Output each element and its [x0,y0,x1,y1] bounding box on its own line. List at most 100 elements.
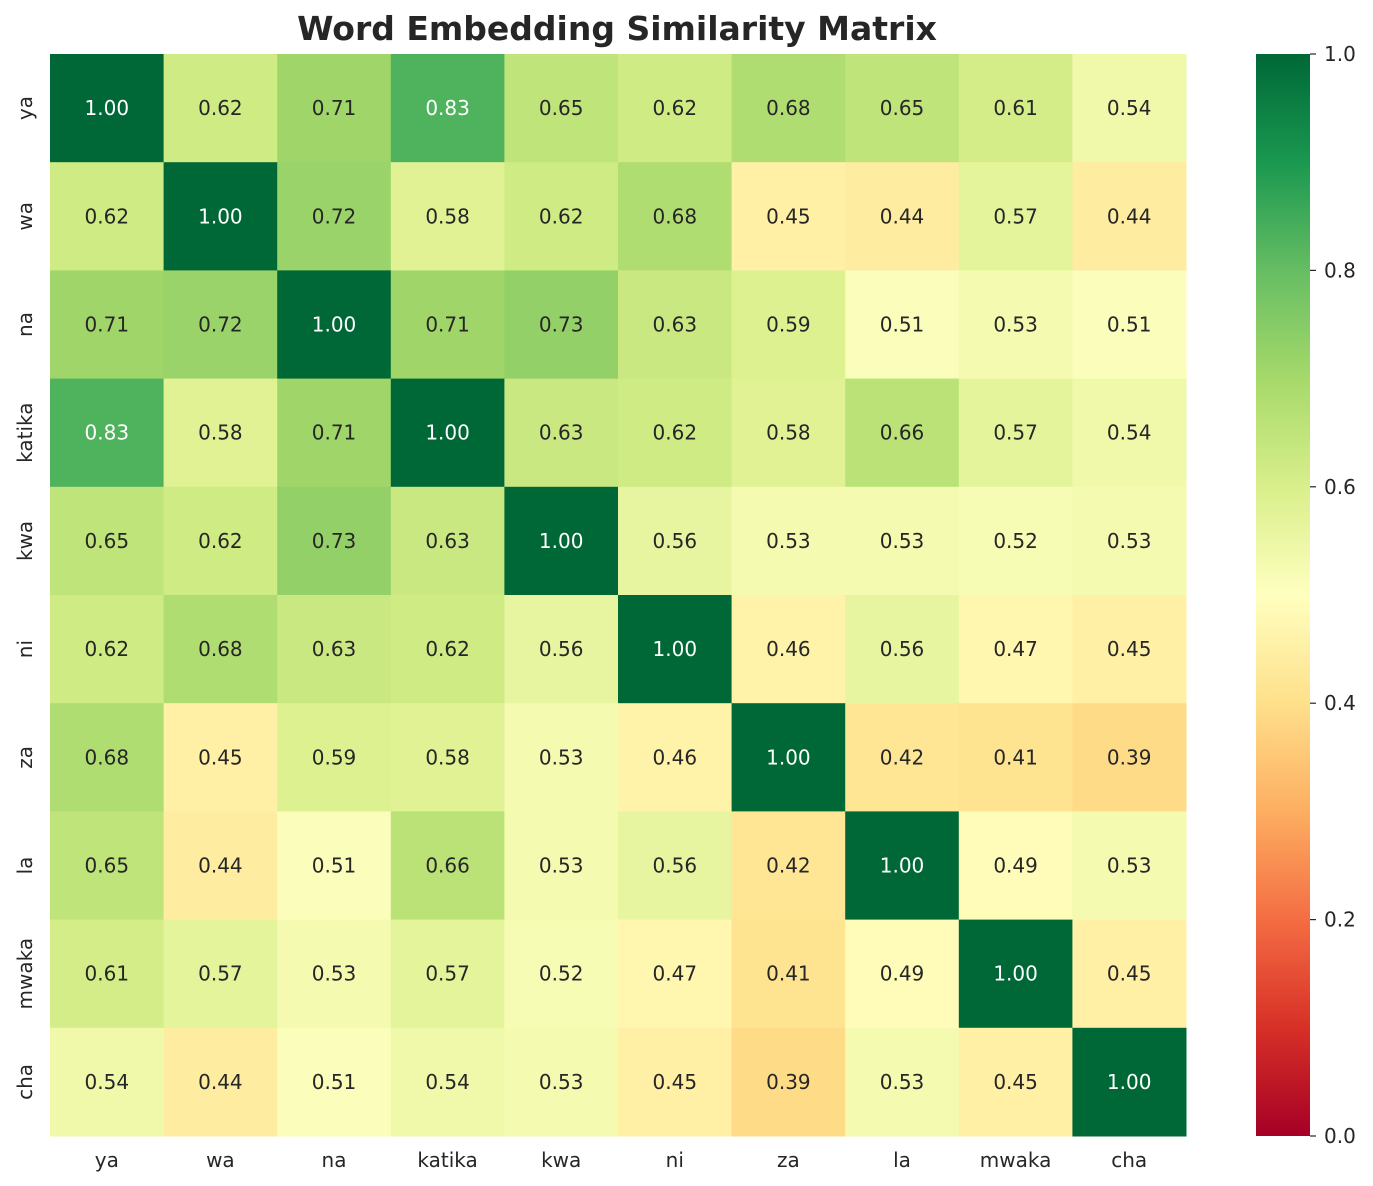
cell-value-label: 0.62 [198,96,243,120]
cell-value-label: 0.66 [880,421,925,445]
cell-value-label: 0.53 [539,854,584,878]
cell-value-label: 0.44 [198,854,243,878]
heatmap-cell-na-kwa [504,270,619,380]
x-tick-label: cha [1111,1148,1147,1172]
heatmap-cell-katika-na [277,378,392,488]
cell-value-label: 0.44 [1107,204,1152,228]
heatmap-cell-kwa-wa [163,486,278,596]
heatmap-cell-la-mwaka [958,811,1073,921]
cell-value-label: 0.42 [880,745,925,769]
heatmap-cell-katika-katika [390,378,505,488]
heatmap-cell-wa-kwa [504,162,619,271]
cell-value-label: 0.62 [425,637,470,661]
heatmap-cell-wa-cha [1072,162,1187,271]
colorbar-tick-label: 1.0 [1324,42,1356,66]
heatmap-cell-katika-ya [50,378,165,488]
y-tick-label: mwaka [13,938,37,1010]
heatmap-cell-mwaka-la [845,919,960,1029]
heatmap-cell-mwaka-cha [1072,919,1187,1029]
cell-value-label: 0.56 [539,637,584,661]
heatmap-cell-na-katika [390,270,505,380]
cell-value-label: 0.41 [766,962,811,986]
cell-value-label: 0.62 [653,421,698,445]
heatmap-cell-la-za [731,811,846,921]
cell-value-label: 0.53 [1107,529,1152,553]
heatmap-cell-na-wa [163,270,278,380]
heatmap-cell-wa-ya [50,162,165,271]
colorbar-tick-label: 0.4 [1324,691,1356,715]
cell-value-label: 0.63 [653,313,698,337]
cell-value-label: 0.61 [993,96,1038,120]
cell-value-label: 0.52 [993,529,1038,553]
heatmap-cell-cha-la [845,1027,960,1137]
cell-value-label: 0.54 [1107,96,1152,120]
cell-value-label: 0.53 [880,1070,925,1094]
heatmap-cell-katika-la [845,378,960,488]
heatmap-cells: 1.00 0.62 0.71 0.83 0.65 0.62 0.68 0.65 0.61 0.54… [50,54,1187,1137]
cell-value-label: 0.65 [85,854,130,878]
heatmap-cell-cha-wa [163,1027,278,1137]
cell-value-label: 0.65 [880,96,925,120]
cell-value-label: 0.63 [312,637,357,661]
heatmap-cell-mwaka-na [277,919,392,1029]
heatmap-cell-la-katika [390,811,505,921]
heatmap-cell-katika-cha [1072,378,1187,488]
heatmap-cell-za-kwa [504,703,619,812]
y-tick-label: ni [13,640,37,658]
cell-value-label: 0.56 [653,529,698,553]
y-tick-label: na [13,312,37,337]
cell-value-label: 0.71 [425,313,470,337]
x-tick-label: na [322,1148,347,1172]
cell-value-label: 0.62 [85,204,130,228]
heatmap-cell-za-la [845,703,960,812]
cell-value-label: 0.57 [993,204,1038,228]
cell-value-label: 0.45 [198,745,243,769]
heatmap-cell-mwaka-wa [163,919,278,1029]
cell-value-label: 0.39 [766,1070,811,1094]
heatmap-cell-kwa-cha [1072,486,1187,596]
heatmap-cell-ya-wa [163,54,278,163]
cell-value-label: 0.68 [653,204,698,228]
heatmap-cell-za-wa [163,703,278,812]
cell-value-label: 0.65 [85,529,130,553]
heatmap-cell-katika-kwa [504,378,619,488]
cell-value-label: 0.54 [1107,421,1152,445]
heatmap-cell-kwa-la [845,486,960,596]
cell-value-label: 0.47 [993,637,1038,661]
heatmap-cell-ni-kwa [504,595,619,704]
cell-value-label: 0.51 [312,1070,357,1094]
cell-value-label: 0.68 [766,96,811,120]
heatmap-cell-ni-cha [1072,595,1187,704]
y-tick-label: la [13,857,37,875]
x-tick-label: za [777,1148,800,1172]
cell-value-label: 0.46 [766,637,811,661]
x-tick-label: wa [206,1148,235,1172]
cell-value-label: 0.57 [993,421,1038,445]
heatmap-cell-ya-katika [390,54,505,163]
heatmap-cell-ya-na [277,54,392,163]
heatmap-cell-la-na [277,811,392,921]
heatmap-cell-la-wa [163,811,278,921]
cell-value-label: 0.45 [993,1070,1038,1094]
cell-value-label: 0.51 [1107,313,1152,337]
cell-value-label: 0.39 [1107,745,1152,769]
heatmap-cell-ya-la [845,54,960,163]
heatmap-cell-ni-za [731,595,846,704]
cell-value-label: 0.58 [425,204,470,228]
cell-value-label: 0.71 [85,313,130,337]
cell-value-label: 0.83 [425,96,470,120]
heatmap-cell-kwa-ya [50,486,165,596]
heatmap-cell-za-katika [390,703,505,812]
cell-value-label: 0.53 [993,313,1038,337]
heatmap-cell-ni-ni [618,595,733,704]
heatmap-cell-mwaka-ni [618,919,733,1029]
cell-value-label: 0.53 [880,529,925,553]
cell-value-label: 1.00 [198,204,243,228]
heatmap-cell-wa-katika [390,162,505,271]
cell-value-label: 0.57 [198,962,243,986]
x-tick-label: mwaka [980,1148,1052,1172]
cell-value-label: 1.00 [653,637,698,661]
heatmap-cell-ni-na [277,595,392,704]
heatmap-cell-na-na [277,270,392,380]
heatmap-cell-ya-ya [50,54,165,163]
